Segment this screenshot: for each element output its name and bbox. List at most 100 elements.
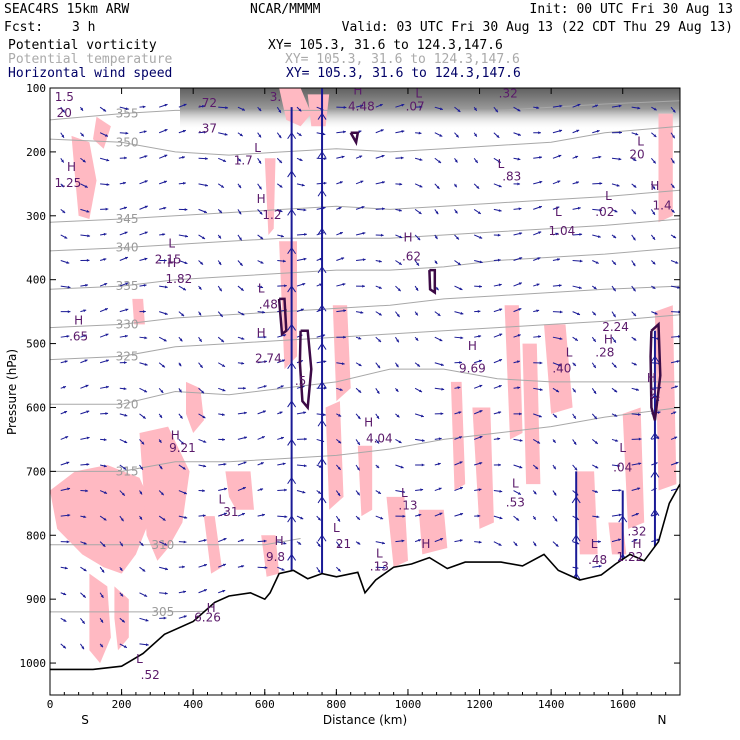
- extremum-marker-20: H: [647, 371, 656, 385]
- extremum-marker-14: L: [512, 476, 519, 490]
- wind-vector-251: [296, 157, 303, 162]
- wind-vector-307: [355, 155, 363, 159]
- wind-vector-191: [218, 589, 226, 594]
- wind-vector-252: [296, 183, 305, 187]
- wind-vector-501: [552, 490, 557, 496]
- wind-vector-241: [277, 385, 284, 389]
- wind-vector-107: [139, 592, 148, 597]
- extremum-marker-12: H: [364, 416, 373, 430]
- wind-vector-265: [296, 515, 304, 520]
- theta-contour-320: [50, 368, 680, 405]
- theta-label-315: 315: [116, 464, 139, 478]
- wind-vector-497: [552, 387, 560, 393]
- wind-vector-58: [99, 464, 107, 468]
- wind-vector-120: [158, 362, 166, 368]
- pv-value-label-21: .13: [398, 499, 417, 513]
- wind-vector-130: [159, 616, 167, 620]
- vertical-jet-1: [317, 88, 327, 574]
- wind-vector-232: [276, 157, 283, 164]
- wind-vector-54: [99, 359, 110, 364]
- wind-vector-70: [119, 206, 128, 210]
- pv-shade-region-3: [50, 465, 154, 574]
- wind-vector-446: [493, 463, 501, 467]
- wind-vector-545: [611, 183, 620, 187]
- pv-value-label-17: 9.69: [459, 361, 486, 375]
- wind-vector-384: [434, 260, 438, 265]
- wind-vector-31: [80, 334, 87, 338]
- wind-vector-332: [375, 336, 382, 343]
- wind-vector-172: [218, 106, 229, 110]
- pv-contours-layer: [277, 131, 662, 421]
- wind-vector-314: [355, 336, 362, 340]
- wind-vector-372: [414, 413, 424, 418]
- wind-vector-471: [533, 180, 543, 185]
- wind-vector-206: [237, 461, 247, 466]
- wind-vector-150: [178, 590, 187, 594]
- wind-vector-217: [257, 260, 264, 264]
- extremum-marker-24: L: [333, 521, 340, 535]
- pv-value-label-23: .40: [552, 361, 571, 375]
- wind-vector-379: [434, 132, 443, 137]
- wind-vector-124: [158, 464, 163, 470]
- wind-vector-400: [454, 209, 458, 214]
- wind-vector-131: [178, 103, 187, 108]
- wind-vector-409: [454, 436, 463, 440]
- wind-vector-38: [80, 515, 87, 519]
- wind-vector-285: [316, 566, 321, 574]
- wind-vector-559: [611, 538, 622, 543]
- wind-vector-302: [335, 515, 341, 522]
- wind-vector-116: [159, 259, 167, 262]
- header-fcst-value: 3 h: [72, 20, 95, 35]
- wind-vector-151: [178, 615, 187, 619]
- wind-vector-141: [178, 362, 182, 367]
- x-axis: 0 200 400 600 800 1000 1200 1400 1600: [47, 88, 681, 711]
- wind-vector-145: [178, 464, 186, 470]
- wind-vector-220: [257, 335, 267, 339]
- wind-vector-170: [198, 563, 208, 568]
- wind-vector-503: [552, 541, 559, 548]
- svg-text:800: 800: [26, 529, 46, 542]
- wind-vector-177: [217, 234, 222, 239]
- extremum-marker-15: L: [566, 345, 573, 359]
- wind-vector-74: [119, 308, 129, 313]
- wind-vector-79: [119, 438, 128, 444]
- wind-vector-586: [651, 311, 658, 315]
- wind-vector-97: [139, 336, 148, 340]
- wind-vector-382: [434, 209, 439, 215]
- wind-vector-139: [178, 311, 185, 317]
- wind-vector-303: [335, 541, 341, 548]
- wind-vector-376: [414, 513, 422, 517]
- wind-vector-366: [414, 260, 420, 266]
- wind-vector-510: [572, 259, 583, 263]
- wind-vector-404: [454, 311, 464, 315]
- wind-vector-345: [395, 182, 403, 186]
- wind-vector-244: [277, 462, 286, 466]
- wind-vector-456: [513, 257, 523, 261]
- wind-vector-95: [139, 283, 147, 287]
- y-tick-200: 200: [26, 146, 680, 159]
- wind-vector-563: [631, 183, 637, 188]
- theta-contour-335: [50, 247, 680, 290]
- extremum-marker-4: H: [167, 256, 176, 270]
- extremum-marker-17: H: [604, 333, 613, 347]
- wind-vector-94: [139, 257, 148, 261]
- wind-vector-572: [631, 413, 641, 416]
- extremum-marker-32: L: [415, 87, 422, 101]
- wind-vector-505: [572, 129, 580, 134]
- wind-vector-492: [552, 258, 561, 262]
- labels-layer: 1.5 20 .72 .37 3. 4.48 .07 .32 1.25 2.15 1.82 .65 1.…: [55, 83, 672, 682]
- wind-vector-309: [355, 206, 365, 210]
- extremum-marker-9: H: [353, 83, 362, 97]
- wind-vector-460: [513, 360, 520, 364]
- wind-vector-414: [473, 106, 478, 112]
- y-tick-900: 900: [26, 593, 680, 606]
- wind-vector-261: [296, 411, 307, 415]
- wind-vector-83: [119, 541, 124, 547]
- wind-vector-216: [257, 234, 264, 240]
- pv-contour-2: [349, 131, 360, 146]
- extremum-marker-29: H: [207, 601, 216, 615]
- wind-vector-504: [572, 103, 581, 108]
- theta-label-330: 330: [116, 317, 139, 331]
- wind-vector-474: [533, 257, 541, 261]
- wind-vector-543: [611, 131, 622, 134]
